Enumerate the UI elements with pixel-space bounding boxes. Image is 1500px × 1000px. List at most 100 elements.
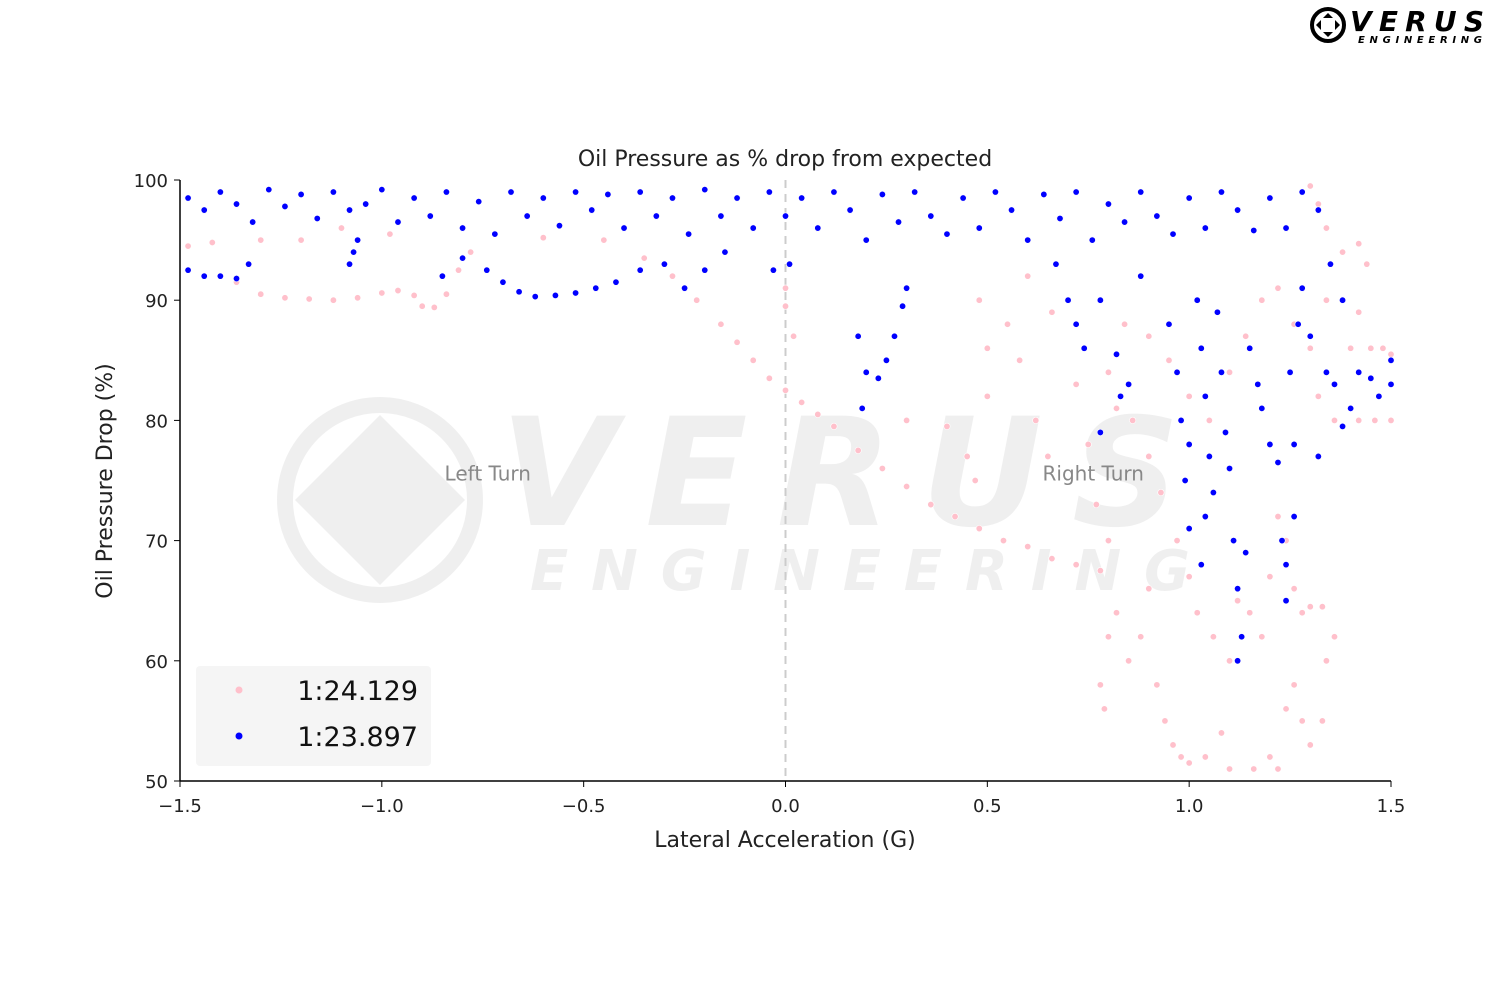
- data-point: [983, 392, 991, 400]
- data-point: [1318, 603, 1326, 611]
- data-point: [410, 291, 418, 299]
- data-point: [1121, 218, 1129, 226]
- data-point: [612, 278, 620, 286]
- data-point: [1209, 633, 1217, 641]
- x-tick-label: 0.0: [771, 796, 800, 817]
- data-point: [854, 332, 862, 340]
- data-point: [1072, 320, 1080, 328]
- x-tick-label: −0.5: [562, 796, 606, 817]
- data-point: [531, 293, 539, 301]
- data-point: [1234, 597, 1242, 605]
- data-point: [1282, 561, 1290, 569]
- data-point: [1367, 344, 1375, 352]
- legend-marker-pink: [235, 686, 243, 694]
- x-tick-label: −1.5: [158, 796, 202, 817]
- data-point: [208, 239, 216, 247]
- data-point: [1330, 633, 1338, 641]
- data-point: [588, 206, 596, 214]
- data-point: [1322, 224, 1330, 232]
- data-point: [1322, 296, 1330, 304]
- data-point: [1387, 356, 1395, 364]
- data-point: [830, 422, 838, 430]
- data-point: [1347, 404, 1355, 412]
- data-point: [1040, 190, 1048, 198]
- data-point: [814, 224, 822, 232]
- data-point: [1113, 609, 1121, 617]
- data-point: [216, 272, 224, 280]
- data-point: [717, 320, 725, 328]
- y-tick-label: 90: [145, 291, 168, 312]
- data-point: [1282, 705, 1290, 713]
- data-point: [1355, 240, 1363, 248]
- data-point: [769, 266, 777, 274]
- data-point: [1088, 236, 1096, 244]
- data-point: [1322, 368, 1330, 376]
- data-point: [1096, 296, 1104, 304]
- data-point: [1258, 296, 1266, 304]
- data-point: [1177, 416, 1185, 424]
- data-point: [1375, 392, 1383, 400]
- data-point: [1072, 188, 1080, 196]
- data-point: [733, 338, 741, 346]
- data-point: [1104, 200, 1112, 208]
- data-point: [1169, 230, 1177, 238]
- data-point: [1282, 597, 1290, 605]
- data-point: [1125, 657, 1133, 665]
- svg-text:ENGINEERING: ENGINEERING: [530, 539, 1190, 604]
- data-point: [899, 302, 907, 310]
- svg-text:VERUS: VERUS: [1350, 5, 1484, 38]
- data-point: [685, 230, 693, 238]
- data-point: [1165, 320, 1173, 328]
- data-point: [459, 254, 467, 262]
- data-point: [1234, 657, 1242, 665]
- data-point: [378, 186, 386, 194]
- data-point: [1137, 633, 1145, 641]
- data-point: [1314, 392, 1322, 400]
- data-point: [1379, 344, 1387, 352]
- data-point: [1306, 344, 1314, 352]
- data-point: [555, 222, 563, 230]
- data-point: [1355, 368, 1363, 376]
- data-point: [1064, 296, 1072, 304]
- data-point: [862, 236, 870, 244]
- data-point: [1096, 681, 1104, 689]
- data-point: [572, 188, 580, 196]
- data-point: [337, 224, 345, 232]
- data-point: [1185, 759, 1193, 767]
- data-point: [491, 230, 499, 238]
- data-point: [854, 446, 862, 454]
- data-point: [1278, 537, 1286, 545]
- data-point: [1024, 236, 1032, 244]
- data-point: [878, 190, 886, 198]
- data-point: [903, 284, 911, 292]
- data-point: [281, 202, 289, 210]
- data-point: [1258, 404, 1266, 412]
- data-point: [1326, 260, 1334, 268]
- data-point: [523, 212, 531, 220]
- data-point: [1234, 206, 1242, 214]
- data-point: [975, 224, 983, 232]
- data-point: [652, 212, 660, 220]
- data-point: [668, 272, 676, 280]
- data-point: [1226, 368, 1234, 376]
- data-point: [1306, 182, 1314, 190]
- data-point: [1250, 226, 1258, 234]
- data-point: [1169, 741, 1177, 749]
- data-point: [1113, 350, 1121, 358]
- data-point: [249, 218, 257, 226]
- data-point: [927, 212, 935, 220]
- data-point: [1153, 681, 1161, 689]
- data-point: [184, 242, 192, 250]
- data-point: [200, 206, 208, 214]
- data-point: [1339, 296, 1347, 304]
- data-point: [426, 212, 434, 220]
- data-point: [749, 224, 757, 232]
- data-point: [1201, 224, 1209, 232]
- data-point: [1339, 422, 1347, 430]
- data-point: [878, 464, 886, 472]
- y-tick-label: 80: [145, 411, 168, 432]
- data-point: [1205, 416, 1213, 424]
- data-point: [1266, 573, 1274, 581]
- data-point: [1185, 392, 1193, 400]
